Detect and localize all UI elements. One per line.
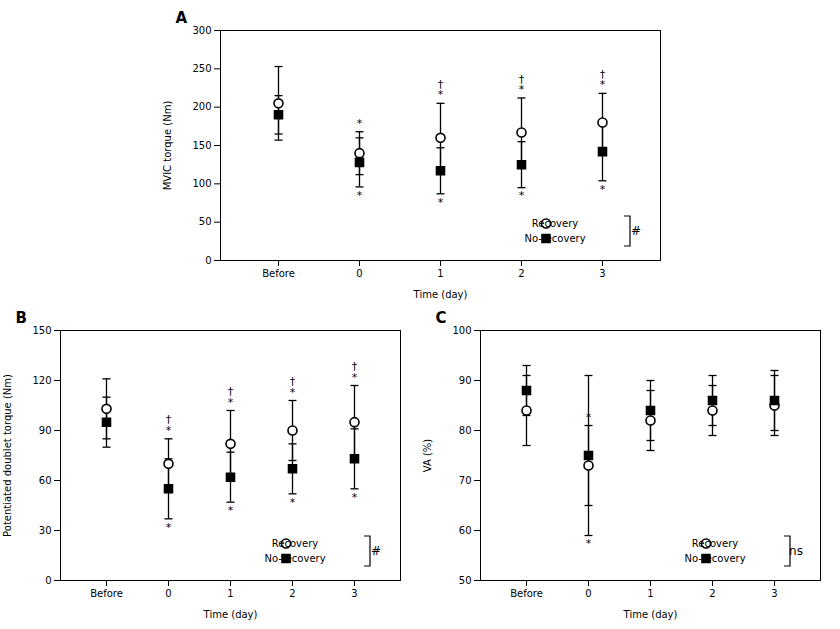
svg-text:30: 30: [39, 525, 52, 536]
svg-text:1: 1: [437, 268, 443, 279]
svg-text:†*: †*: [519, 73, 525, 96]
svg-text:*: *: [290, 496, 296, 509]
svg-text:2: 2: [709, 588, 715, 599]
svg-text:0: 0: [205, 255, 211, 266]
svg-text:3: 3: [771, 588, 777, 599]
svg-text:*: *: [600, 183, 606, 196]
svg-text:C: C: [436, 309, 447, 327]
svg-text:0: 0: [585, 588, 591, 599]
svg-text:No-recovery: No-recovery: [264, 553, 325, 564]
svg-text:100: 100: [452, 325, 471, 336]
svg-text:VA (%): VA (%): [422, 439, 433, 473]
svg-text:No-recovery: No-recovery: [524, 233, 585, 244]
svg-text:Before: Before: [262, 268, 295, 279]
svg-text:150: 150: [192, 140, 211, 151]
svg-text:100: 100: [192, 178, 211, 189]
svg-text:Time (day): Time (day): [203, 609, 258, 620]
svg-text:†*: †*: [228, 385, 234, 408]
svg-text:50: 50: [459, 575, 472, 586]
svg-text:2: 2: [518, 268, 524, 279]
svg-text:0: 0: [356, 268, 362, 279]
svg-text:200: 200: [192, 101, 211, 112]
svg-text:Recovery: Recovery: [692, 538, 738, 549]
svg-text:Before: Before: [510, 588, 543, 599]
svg-text:*: *: [166, 521, 172, 534]
svg-text:70: 70: [459, 475, 472, 486]
svg-text:90: 90: [459, 375, 472, 386]
svg-text:Time (day): Time (day): [623, 609, 678, 620]
svg-text:ns: ns: [789, 544, 803, 558]
svg-text:50: 50: [199, 216, 212, 227]
svg-text:120: 120: [32, 375, 51, 386]
svg-text:No-recovery: No-recovery: [684, 553, 745, 564]
svg-text:A: A: [176, 9, 188, 27]
svg-text:3: 3: [351, 588, 357, 599]
svg-text:1: 1: [227, 588, 233, 599]
svg-text:†*: †*: [600, 68, 606, 91]
svg-text:*: *: [586, 411, 592, 424]
svg-text:0: 0: [165, 588, 171, 599]
svg-text:*: *: [519, 189, 525, 202]
svg-text:*: *: [438, 196, 444, 209]
svg-text:*: *: [228, 504, 234, 517]
svg-text:60: 60: [459, 525, 472, 536]
svg-text:90: 90: [39, 425, 52, 436]
svg-text:80: 80: [459, 425, 472, 436]
svg-text:B: B: [16, 309, 27, 327]
svg-text:0: 0: [45, 575, 51, 586]
svg-text:150: 150: [32, 325, 51, 336]
svg-text:MVIC torque (Nm): MVIC torque (Nm): [162, 101, 173, 191]
svg-text:2: 2: [289, 588, 295, 599]
svg-text:†*: †*: [352, 360, 358, 383]
svg-text:Time (day): Time (day): [413, 289, 468, 300]
svg-text:Before: Before: [90, 588, 123, 599]
svg-text:Potentiated doublet torque (Nm: Potentiated doublet torque (Nm): [2, 374, 13, 537]
svg-text:60: 60: [39, 475, 52, 486]
svg-text:1: 1: [647, 588, 653, 599]
svg-text:*: *: [357, 189, 363, 202]
svg-text:#: #: [631, 224, 641, 238]
svg-text:300: 300: [192, 25, 211, 36]
svg-text:3: 3: [599, 268, 605, 279]
svg-text:†*: †*: [290, 375, 296, 398]
svg-text:†*: †*: [438, 78, 444, 101]
svg-text:250: 250: [192, 63, 211, 74]
svg-text:*: *: [357, 117, 363, 130]
svg-text:*: *: [586, 537, 592, 550]
svg-text:Recovery: Recovery: [532, 218, 578, 229]
svg-text:Recovery: Recovery: [272, 538, 318, 549]
svg-text:*: *: [352, 491, 358, 504]
svg-text:†*: †*: [166, 413, 172, 436]
svg-text:#: #: [371, 544, 381, 558]
